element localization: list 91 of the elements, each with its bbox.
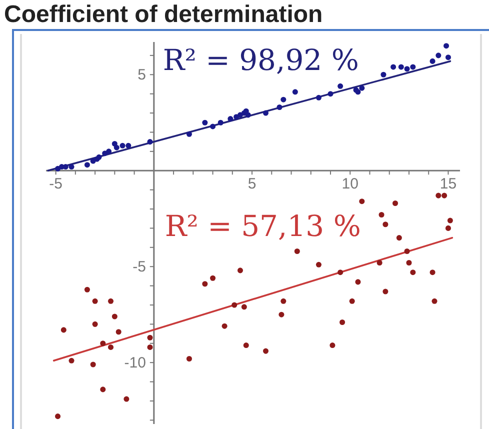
point: [430, 270, 436, 276]
point: [228, 116, 234, 122]
point: [147, 344, 153, 350]
y-tick-label: 5: [138, 66, 146, 84]
point: [338, 270, 344, 276]
point: [382, 288, 388, 294]
point: [92, 321, 98, 327]
point: [84, 162, 90, 168]
y-tick-label: -10: [124, 354, 146, 372]
point: [442, 192, 448, 198]
point: [406, 260, 412, 266]
point: [124, 396, 130, 402]
point: [262, 348, 269, 354]
point: [92, 298, 98, 304]
point: [222, 323, 228, 329]
point: [382, 222, 388, 228]
point: [294, 248, 300, 254]
point: [210, 275, 216, 281]
point: [340, 320, 346, 326]
annotation: R² = 98,92 %: [162, 43, 359, 77]
point: [328, 91, 334, 97]
point: [218, 120, 224, 126]
point: [404, 66, 410, 72]
point: [398, 64, 404, 70]
point: [147, 139, 153, 145]
point: [126, 142, 132, 148]
point: [410, 270, 416, 276]
point: [430, 58, 436, 64]
point: [116, 329, 122, 335]
point: [410, 64, 416, 70]
point: [280, 96, 286, 102]
point: [432, 298, 438, 304]
point: [445, 225, 451, 231]
point: [390, 64, 396, 70]
point: [202, 120, 208, 126]
point: [444, 43, 450, 49]
point: [55, 166, 61, 172]
point: [330, 342, 336, 348]
point: [396, 235, 402, 241]
point: [436, 192, 442, 198]
x-tick-label: 5: [248, 175, 256, 192]
point: [100, 340, 106, 346]
point: [60, 327, 66, 333]
point: [114, 144, 120, 150]
point: [262, 110, 269, 116]
point: [202, 281, 208, 287]
point: [276, 104, 282, 110]
point: [210, 124, 216, 130]
y-tick-label: -5: [132, 258, 146, 276]
point: [376, 260, 382, 266]
point: [445, 54, 451, 60]
point: [241, 304, 247, 310]
point: [280, 298, 286, 304]
point: [245, 112, 251, 118]
x-tick-label: 15: [440, 175, 457, 192]
point: [380, 72, 386, 78]
point: [237, 268, 244, 274]
point: [316, 94, 322, 100]
point: [349, 298, 355, 304]
point: [232, 302, 238, 308]
point: [447, 218, 453, 224]
point: [68, 164, 74, 170]
point: [55, 414, 61, 420]
point: [108, 344, 114, 350]
point: [243, 342, 249, 348]
point: [120, 142, 126, 148]
chart-title: Coefficient of determination: [4, 1, 323, 28]
x-tick-label: -5: [49, 175, 62, 192]
point: [378, 212, 384, 218]
point: [108, 298, 114, 304]
point: [316, 262, 322, 268]
point: [90, 362, 96, 368]
annotation: R² = 57,13 %: [164, 209, 361, 243]
point: [355, 279, 361, 285]
point: [392, 200, 398, 206]
point: [147, 334, 153, 340]
point: [186, 356, 192, 362]
point: [359, 198, 365, 204]
point: [292, 89, 298, 95]
x-tick-label: 10: [342, 175, 358, 192]
point: [100, 386, 106, 392]
point: [186, 131, 192, 137]
point: [359, 85, 365, 91]
point: [278, 312, 284, 318]
point: [84, 286, 90, 292]
point: [338, 83, 344, 89]
point: [436, 52, 442, 58]
point: [68, 358, 74, 364]
point: [106, 148, 112, 154]
point: [112, 314, 118, 320]
point: [404, 248, 410, 254]
